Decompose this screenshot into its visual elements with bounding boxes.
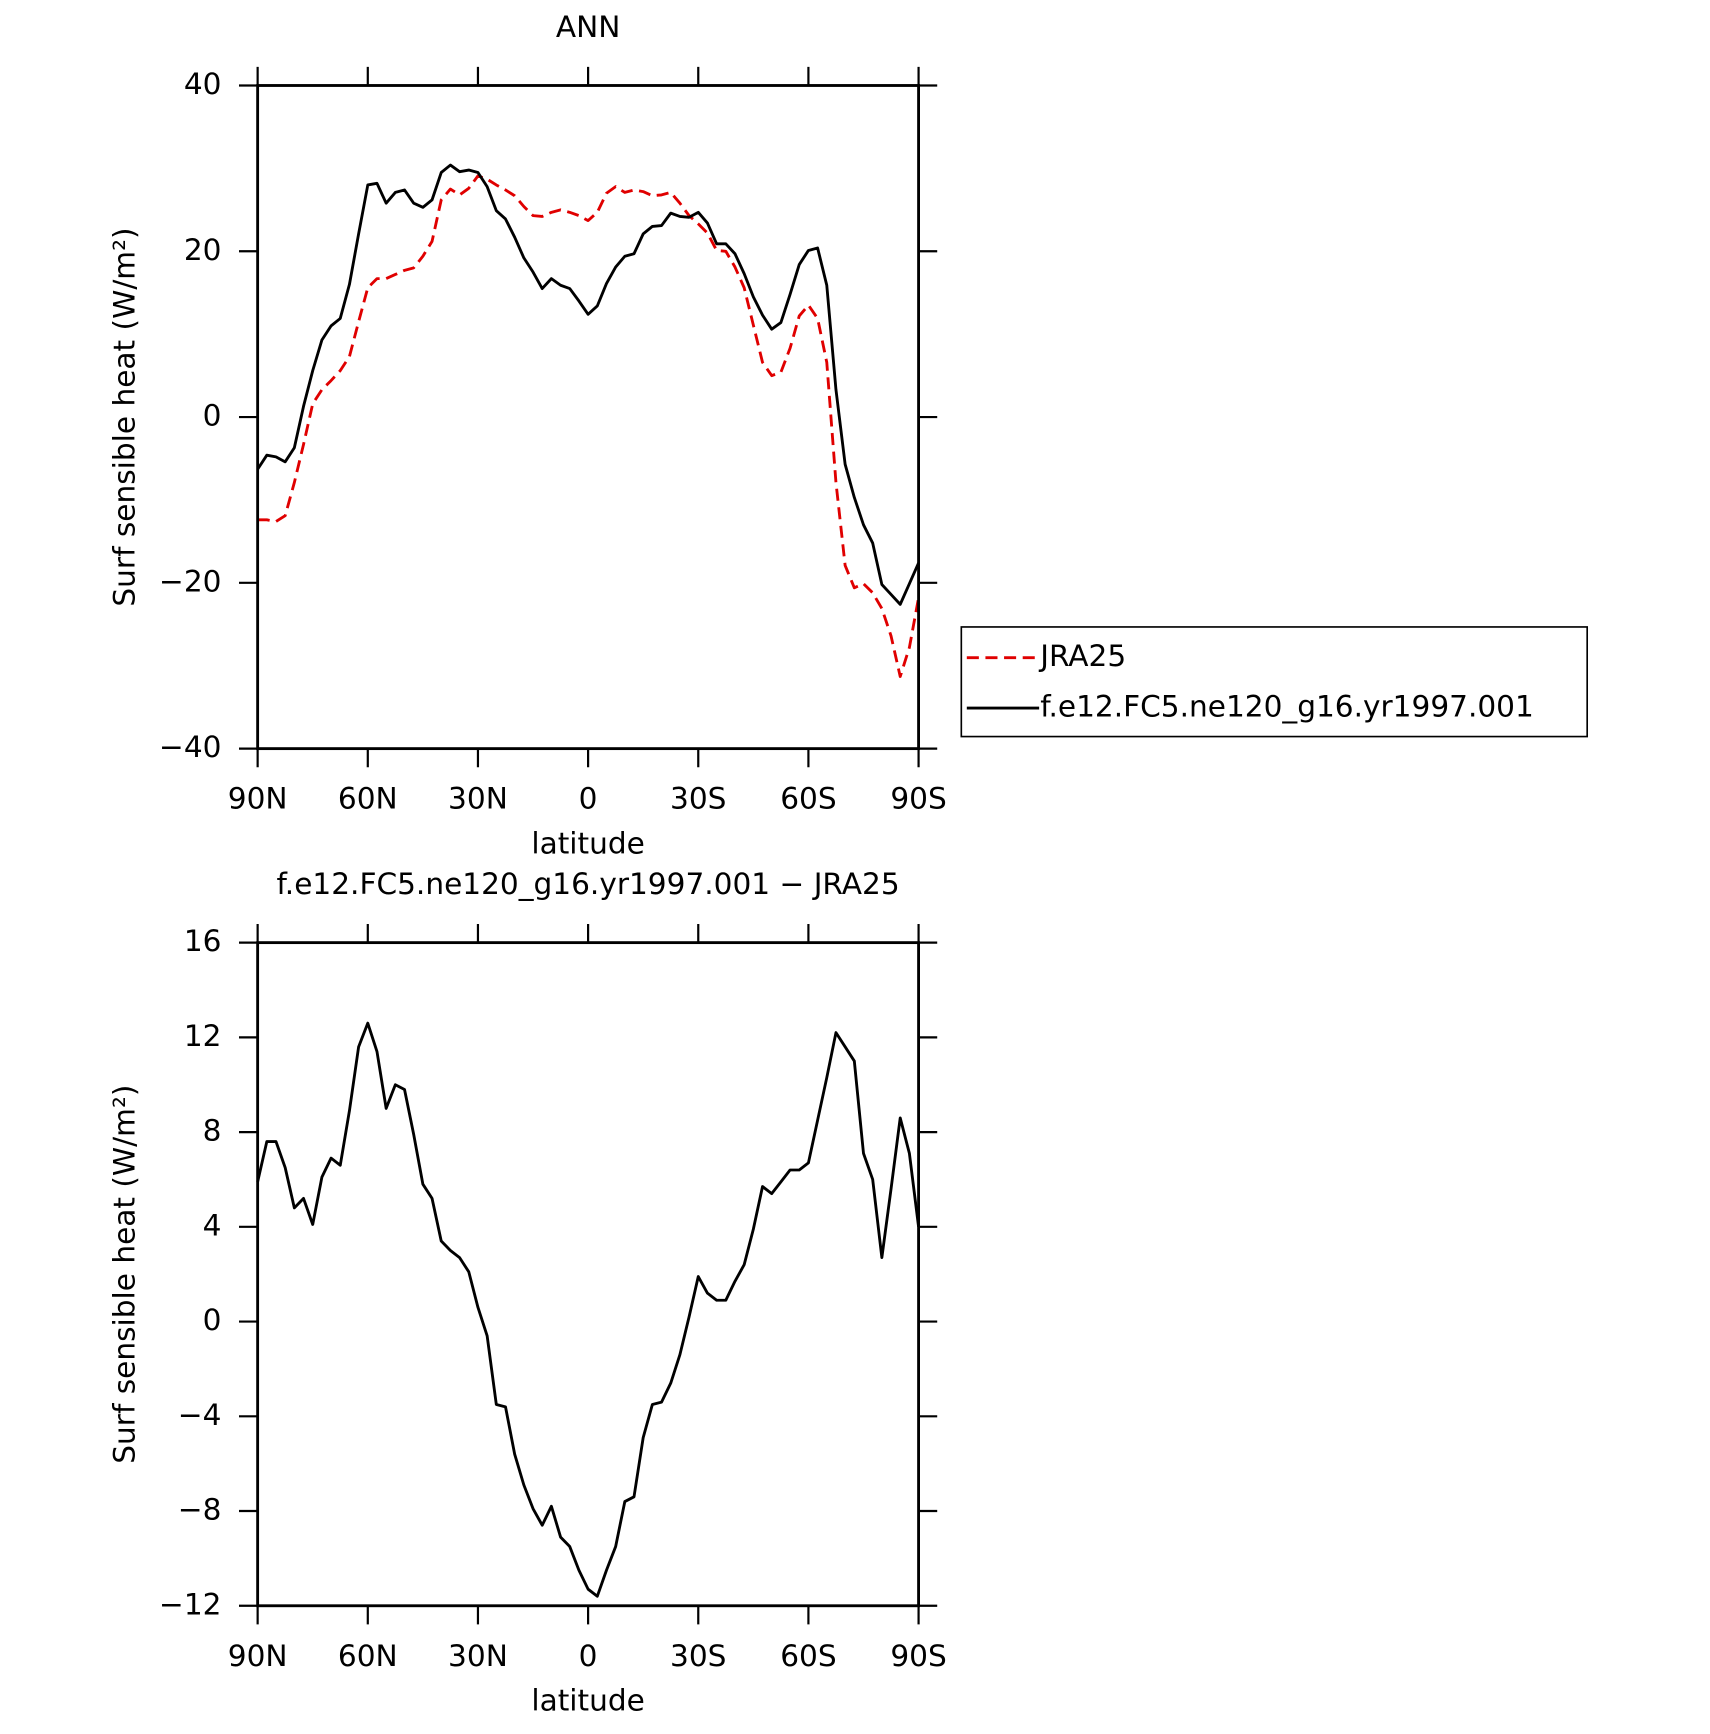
x-tick-label: 30S [670,1639,726,1673]
x-tick-label: 90N [228,1639,288,1673]
x-tick-label: 60S [780,1639,836,1673]
y-axis-label: Surf sensible heat (W/m²) [108,228,142,607]
x-tick-label: 90S [890,1639,946,1673]
x-tick-label: 0 [579,782,598,816]
x-tick-label: 90S [890,782,946,816]
y-tick-label: 0 [203,399,222,433]
plot-frame [256,941,920,1608]
y-tick-label: −20 [159,564,221,598]
y-tick-label: 16 [184,924,222,958]
y-tick-label: −40 [159,730,221,764]
y-tick-label: 4 [203,1208,222,1242]
data-line [256,1021,920,1598]
legend-label: f.e12.FC5.ne120_g16.yr1997.001 [1040,690,1534,724]
x-tick-label: 30S [670,782,726,816]
plot-frame [256,84,920,751]
x-tick-label: 60N [338,1639,398,1673]
x-tick-label: 0 [579,1639,598,1673]
x-tick-label: 30N [448,1639,508,1673]
legend-label: JRA25 [1038,639,1126,673]
chart-title: f.e12.FC5.ne120_g16.yr1997.001 − JRA25 [277,867,900,901]
y-tick-label: 0 [203,1303,222,1337]
y-tick-label: −12 [159,1587,221,1621]
y-tick-label: 40 [184,67,222,101]
x-axis-label: latitude [531,1684,644,1718]
x-tick-label: 60N [338,782,398,816]
data-line [257,174,920,678]
y-tick-label: 8 [203,1114,222,1148]
y-tick-label: −8 [178,1493,222,1527]
x-tick-label: 30N [448,782,508,816]
chart-title: ANN [556,10,621,44]
x-tick-label: 60S [780,782,836,816]
y-tick-label: 20 [184,233,222,267]
y-axis-label: Surf sensible heat (W/m²) [108,1085,142,1464]
legend-box [960,626,1589,738]
x-axis-label: latitude [531,827,644,861]
data-line [256,163,920,606]
x-tick-label: 90N [228,782,288,816]
y-tick-label: 12 [184,1019,222,1053]
y-tick-label: −4 [178,1398,222,1432]
